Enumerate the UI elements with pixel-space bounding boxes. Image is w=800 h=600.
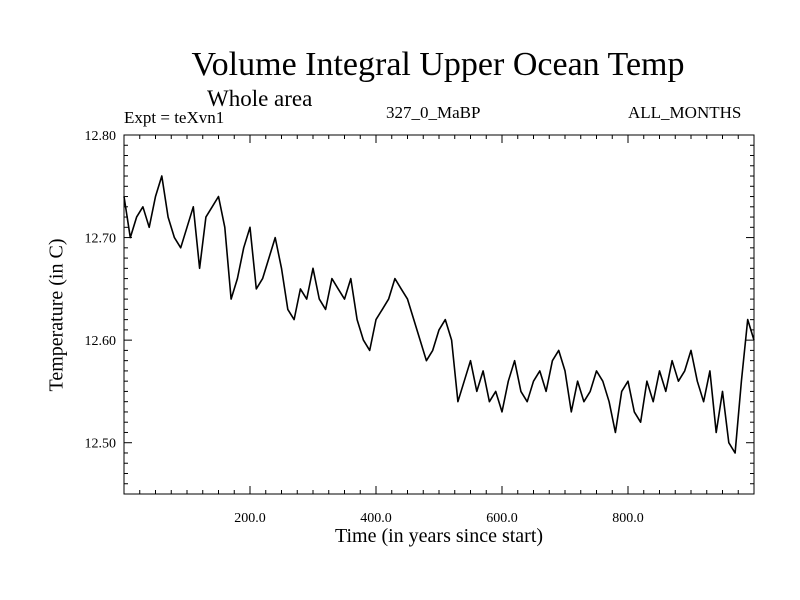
x-tick-label: 800.0	[612, 511, 644, 526]
x-tick-label: 200.0	[234, 511, 266, 526]
plot-frame	[123, 134, 755, 495]
x-axis-label: Time (in years since start)	[334, 525, 544, 547]
months-label: ALL_MONTHS	[628, 103, 742, 122]
y-tick-label: 12.60	[85, 334, 117, 349]
x-tick-label: 400.0	[360, 511, 392, 526]
y-tick-label: 12.70	[85, 232, 117, 247]
axis-tick-labels: 200.0 400.0 600.0 800.0 12.50 12.60 12.70 12.80	[85, 129, 644, 526]
chart-subtitle: Whole area	[207, 86, 313, 111]
chart-title: Volume Integral Upper Ocean Temp	[191, 46, 685, 83]
axis-ticks	[124, 134, 754, 494]
x-tick-label: 600.0	[486, 511, 518, 526]
y-axis-label: Temperature (in C)	[45, 238, 68, 392]
series-line-temperature	[123, 175, 755, 454]
y-tick-label: 12.80	[85, 129, 117, 144]
experiment-label: Expt = teXvn1	[124, 108, 225, 127]
run-label: 327_0_MaBP	[386, 103, 481, 122]
y-tick-label: 12.50	[85, 437, 117, 452]
